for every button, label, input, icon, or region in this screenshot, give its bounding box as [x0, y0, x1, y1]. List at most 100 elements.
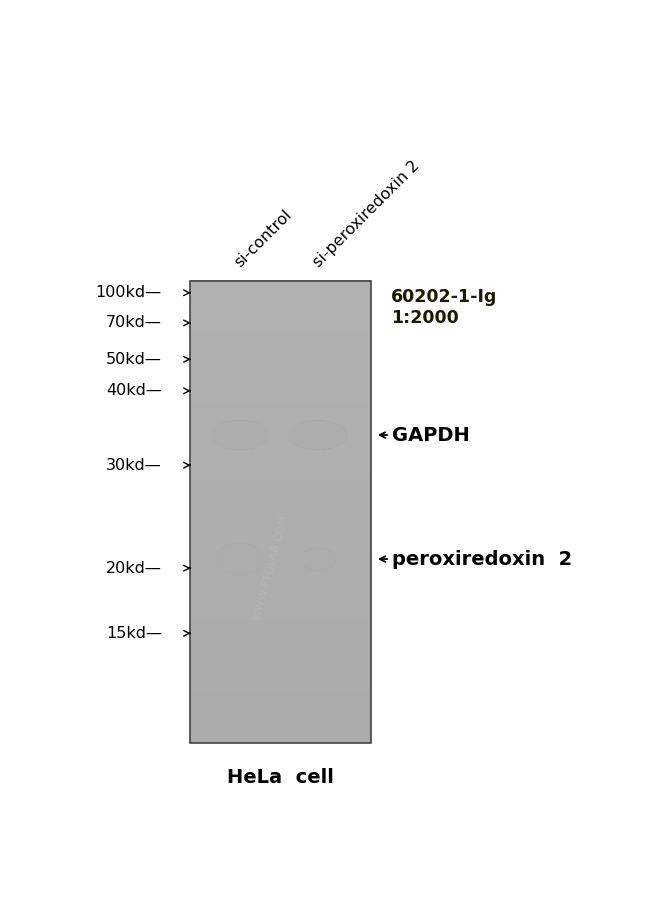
Ellipse shape: [213, 421, 267, 450]
Bar: [190, 665, 371, 670]
Bar: [190, 542, 371, 547]
Ellipse shape: [214, 421, 266, 449]
Ellipse shape: [218, 543, 262, 574]
Bar: [190, 408, 371, 412]
Bar: [190, 693, 371, 697]
Ellipse shape: [289, 420, 348, 450]
Ellipse shape: [301, 548, 335, 570]
Ellipse shape: [212, 420, 268, 450]
Bar: [190, 550, 371, 554]
Ellipse shape: [214, 421, 266, 449]
Bar: [190, 620, 371, 624]
Bar: [190, 673, 371, 678]
Bar: [190, 469, 371, 473]
Bar: [190, 353, 371, 358]
Ellipse shape: [300, 548, 335, 570]
Bar: [190, 646, 371, 651]
Bar: [190, 365, 371, 369]
Ellipse shape: [302, 549, 335, 570]
Text: si-peroxiredoxin 2: si-peroxiredoxin 2: [310, 158, 422, 270]
Ellipse shape: [216, 543, 264, 575]
Ellipse shape: [216, 543, 263, 575]
Text: 50kd—: 50kd—: [106, 352, 162, 367]
Bar: [190, 696, 371, 701]
Ellipse shape: [301, 548, 335, 570]
Bar: [190, 473, 371, 478]
Bar: [190, 581, 371, 585]
Ellipse shape: [212, 420, 268, 450]
Bar: [190, 453, 371, 458]
Bar: [190, 627, 371, 632]
Ellipse shape: [216, 543, 264, 575]
Bar: [190, 723, 371, 728]
Bar: [190, 284, 371, 288]
Bar: [190, 704, 371, 709]
Ellipse shape: [211, 420, 268, 450]
Ellipse shape: [300, 548, 335, 570]
Ellipse shape: [289, 420, 348, 450]
Bar: [190, 496, 371, 501]
Ellipse shape: [290, 420, 346, 450]
Bar: [190, 650, 371, 654]
Ellipse shape: [300, 548, 336, 571]
Bar: [190, 322, 371, 327]
Bar: [190, 349, 371, 354]
Bar: [190, 608, 371, 612]
Bar: [190, 662, 371, 666]
Ellipse shape: [213, 420, 267, 450]
Ellipse shape: [291, 421, 344, 449]
Bar: [190, 561, 371, 566]
Bar: [190, 489, 371, 493]
Ellipse shape: [300, 548, 336, 571]
Bar: [190, 480, 371, 485]
Bar: [190, 338, 371, 342]
Bar: [190, 658, 371, 662]
Ellipse shape: [217, 543, 263, 574]
Bar: [190, 342, 371, 347]
Ellipse shape: [289, 420, 346, 450]
Bar: [190, 615, 371, 620]
Ellipse shape: [290, 420, 346, 450]
Ellipse shape: [213, 420, 267, 450]
Bar: [190, 631, 371, 635]
Ellipse shape: [217, 543, 263, 575]
Ellipse shape: [211, 420, 269, 450]
Bar: [190, 311, 371, 316]
Text: HeLa  cell: HeLa cell: [227, 768, 333, 787]
Bar: [190, 346, 371, 350]
Bar: [190, 735, 371, 740]
Ellipse shape: [218, 544, 262, 574]
Bar: [190, 450, 371, 454]
Bar: [190, 689, 371, 693]
Ellipse shape: [291, 421, 345, 449]
Text: 60202-1-Ig
1:2000: 60202-1-Ig 1:2000: [391, 288, 497, 327]
Ellipse shape: [289, 420, 347, 450]
Text: si-control: si-control: [232, 207, 295, 270]
Bar: [190, 712, 371, 716]
Bar: [190, 681, 371, 685]
Bar: [190, 527, 371, 531]
Ellipse shape: [213, 421, 266, 449]
Ellipse shape: [291, 421, 346, 450]
Ellipse shape: [289, 420, 347, 450]
Bar: [190, 384, 371, 389]
Ellipse shape: [218, 543, 262, 574]
Bar: [190, 623, 371, 628]
Text: 20kd—: 20kd—: [106, 561, 162, 576]
Ellipse shape: [302, 549, 335, 570]
Ellipse shape: [301, 548, 335, 570]
Bar: [190, 492, 371, 497]
Ellipse shape: [213, 421, 266, 449]
Bar: [190, 446, 371, 450]
Bar: [190, 731, 371, 735]
Ellipse shape: [218, 544, 261, 574]
Ellipse shape: [291, 421, 344, 449]
Ellipse shape: [214, 421, 266, 449]
Bar: [190, 654, 371, 659]
Bar: [190, 612, 371, 616]
Bar: [190, 565, 371, 570]
Bar: [190, 546, 371, 551]
Bar: [190, 399, 371, 404]
Bar: [190, 388, 371, 392]
Ellipse shape: [290, 420, 346, 450]
